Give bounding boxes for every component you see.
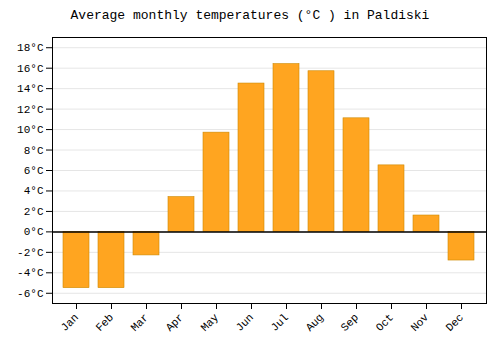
svg-text:Jan: Jan	[59, 311, 81, 333]
svg-text:2°C: 2°C	[24, 206, 44, 218]
svg-text:Sep: Sep	[339, 311, 361, 333]
svg-text:-6°C: -6°C	[17, 288, 44, 300]
svg-text:0°C: 0°C	[24, 226, 44, 238]
svg-text:10°C: 10°C	[17, 124, 44, 136]
svg-text:-2°C: -2°C	[17, 247, 44, 259]
svg-text:Apr: Apr	[164, 311, 186, 333]
svg-text:Jul: Jul	[269, 311, 291, 333]
svg-text:-4°C: -4°C	[17, 267, 44, 279]
svg-text:4°C: 4°C	[24, 185, 44, 197]
svg-text:Oct: Oct	[374, 311, 396, 333]
svg-text:Feb: Feb	[94, 311, 116, 333]
html-text:Average monthly temperatures (: Average monthly temperatures (°C ) in Pa…	[70, 8, 430, 23]
svg-text:Mar: Mar	[129, 311, 151, 333]
svg-text:12°C: 12°C	[17, 104, 44, 116]
svg-text:18°C: 18°C	[17, 42, 44, 54]
svg-text:May: May	[199, 311, 222, 334]
svg-text:6°C: 6°C	[24, 165, 44, 177]
svg-text:8°C: 8°C	[24, 145, 44, 157]
svg-text:Aug: Aug	[304, 311, 326, 333]
svg-text:16°C: 16°C	[17, 63, 44, 75]
svg-text:Nov: Nov	[409, 311, 432, 334]
svg-text:Jun: Jun	[234, 311, 256, 333]
svg-text:14°C: 14°C	[17, 83, 44, 95]
svg-text:Dec: Dec	[444, 311, 466, 333]
